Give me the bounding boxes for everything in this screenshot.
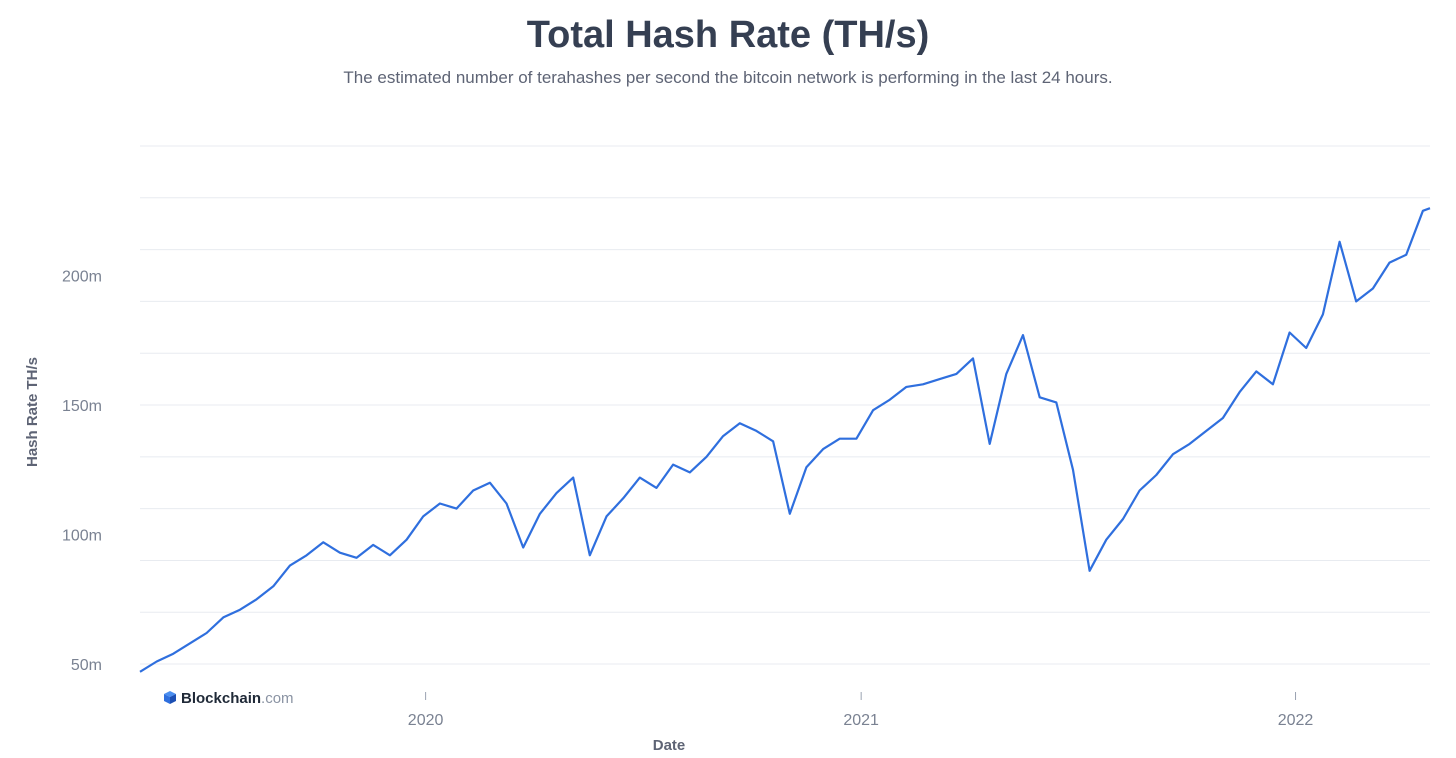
x-axis-ticks: 2020 2021 2022: [408, 692, 1314, 729]
brand-name: Blockchain: [181, 690, 261, 707]
svg-text:Blockchain.com: Blockchain.com: [181, 690, 294, 707]
x-tick-label: 2022: [1278, 712, 1314, 729]
y-tick-label: 50m: [71, 657, 102, 674]
brand-suffix: .com: [261, 690, 294, 707]
blockchain-logo: Blockchain.com: [164, 690, 294, 707]
y-axis-title: Hash Rate TH/s: [24, 357, 41, 467]
x-tick-label: 2021: [843, 712, 879, 729]
y-tick-label: 150m: [62, 398, 102, 415]
y-tick-label: 100m: [62, 528, 102, 545]
grid-lines: [140, 145, 1430, 665]
y-axis-ticks: 50m 100m 150m 200m: [62, 269, 102, 675]
chart-title: Total Hash Rate (TH/s): [526, 14, 930, 56]
chart-subtitle: The estimated number of terahashes per s…: [343, 68, 1113, 87]
hash-rate-series-line: [139, 207, 1431, 673]
x-axis-title: Date: [653, 737, 686, 754]
x-tick-label: 2020: [408, 712, 444, 729]
blockchain-cube-icon: [164, 691, 176, 704]
y-tick-label: 200m: [62, 269, 102, 286]
